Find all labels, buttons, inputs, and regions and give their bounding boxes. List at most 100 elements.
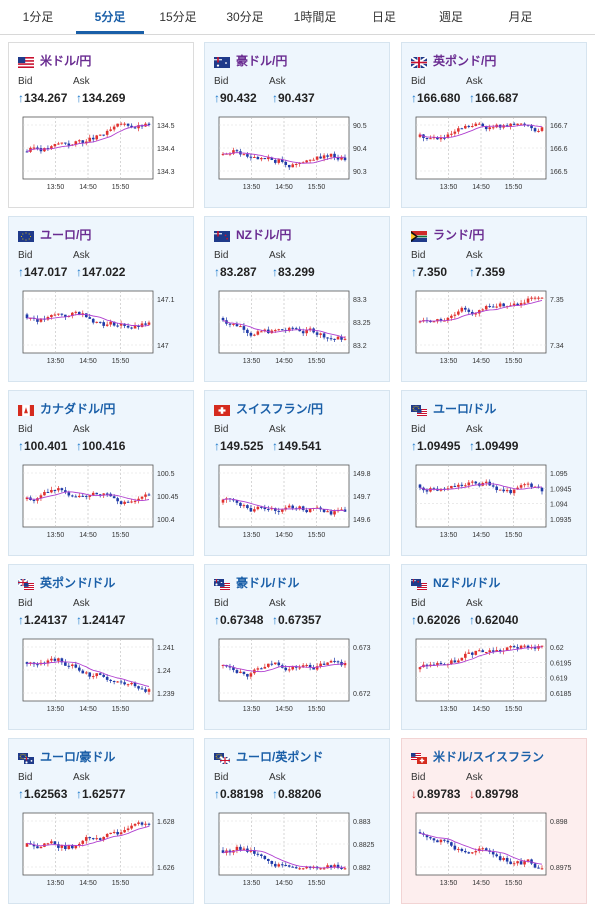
rate-card[interactable]: NZドル/円 Bid Ask ↑83.287 ↑83.299 83.3 83.25 83.2 1… <box>204 216 390 382</box>
y-tick-label: 90.5 <box>353 123 367 130</box>
tab-0[interactable]: 1分足 <box>22 10 54 24</box>
mini-candlestick-chart[interactable]: 0.673 0.672 13:50 14:50 15:50 <box>213 635 383 723</box>
currency-pair-link[interactable]: ユーロ/英ポンド <box>236 750 324 764</box>
candle-body <box>516 487 519 490</box>
currency-pair-link[interactable]: 英ポンド/円 <box>433 54 497 68</box>
currency-pair-link[interactable]: NZドル/円 <box>236 228 292 242</box>
rate-card[interactable]: ランド/円 Bid Ask ↑7.350 ↑7.359 7.35 7.34 13:50 14:5… <box>401 216 587 382</box>
rate-card[interactable]: 米ドル/円 Bid Ask ↑134.267 ↑134.269 134.5 134.4 134… <box>8 42 194 208</box>
rate-card[interactable]: ユーロ/豪ドル Bid Ask ↑1.62563 ↑1.62577 1.628 1.626 1… <box>8 738 194 904</box>
rate-card[interactable]: カナダドル/円 Bid Ask ↑100.401 ↑100.416 100.5 100.45… <box>8 390 194 556</box>
currency-pair-link[interactable]: ユーロ/円 <box>40 228 92 242</box>
candle-body <box>425 138 429 140</box>
mini-candlestick-chart[interactable]: 147.1 147 13:50 14:50 15:50 <box>17 287 187 375</box>
rate-card[interactable]: スイスフラン/円 Bid Ask ↑149.525 ↑149.541 149.8 149.7… <box>204 390 390 556</box>
rate-card[interactable]: 英ポンド/ドル Bid Ask ↑1.24137 ↑1.24147 1.241 1.24 1.… <box>8 564 194 730</box>
arrow-up-icon: ↑ <box>469 91 475 105</box>
tab-7[interactable]: 月足 <box>508 10 533 24</box>
mini-candlestick-chart[interactable]: 100.5 100.45 100.4 13:50 14:50 15:50 <box>17 461 187 549</box>
tab-1[interactable]: 5分足 <box>76 0 144 34</box>
currency-pair-link[interactable]: カナダドル/円 <box>40 402 116 416</box>
candle-body <box>488 306 492 308</box>
tab-5[interactable]: 日足 <box>371 10 396 24</box>
rate-card[interactable]: 英ポンド/円 Bid Ask ↑166.680 ↑166.687 166.7 166.6 16… <box>401 42 587 208</box>
x-tick-label: 13:50 <box>47 184 65 191</box>
currency-pair-link[interactable]: 米ドル/スイスフラン <box>433 750 544 764</box>
currency-pair-link[interactable]: ユーロ/豪ドル <box>40 750 116 764</box>
currency-pair-link[interactable]: NZドル/ドル <box>433 576 501 590</box>
mini-candlestick-chart[interactable]: 90.5 90.4 90.3 13:50 14:50 15:50 <box>213 113 383 201</box>
tab-3[interactable]: 30分足 <box>226 10 264 24</box>
mini-candlestick-chart[interactable]: 1.241 1.24 1.239 13:50 14:50 15:50 <box>17 635 187 723</box>
candle-body <box>474 313 478 315</box>
tab-2[interactable]: 15分足 <box>159 10 197 24</box>
candle-body <box>446 134 450 139</box>
currency-pair-link[interactable]: 米ドル/円 <box>40 54 92 68</box>
currency-pair-link[interactable]: ランド/円 <box>433 228 485 242</box>
currency-pair-link[interactable]: スイスフラン/円 <box>236 402 323 416</box>
arrow-up-icon: ↑ <box>411 439 417 453</box>
candle-body <box>280 329 284 331</box>
rate-card[interactable]: 豪ドル/円 Bid Ask ↑90.432 ↑90.437 90.5 90.4 90.3 13:… <box>204 42 390 208</box>
candle-body <box>488 650 492 652</box>
rate-card[interactable]: ユーロ/英ポンド Bid Ask ↑0.88198 ↑0.88206 0.883 0.882… <box>204 738 390 904</box>
currency-pair-link[interactable]: ユーロ/ドル <box>433 402 497 416</box>
tab-4[interactable]: 1時間足 <box>293 10 337 24</box>
candle-body <box>326 155 329 157</box>
candle-body <box>509 646 512 648</box>
mini-candlestick-chart[interactable]: 1.095 1.0945 1.094 1.0935 13:50 14:50 15:50 <box>410 461 580 549</box>
arrow-up-icon: ↑ <box>272 265 278 279</box>
y-tick-label: 0.673 <box>353 645 371 652</box>
candle-body <box>116 498 119 502</box>
candle-body <box>71 495 74 497</box>
mini-candlestick-chart[interactable]: 83.3 83.25 83.2 13:50 14:50 15:50 <box>213 287 383 375</box>
mini-candlestick-chart[interactable]: 149.8 149.7 149.6 13:50 14:50 15:50 <box>213 461 383 549</box>
candle-body <box>443 137 446 139</box>
candle-body <box>530 483 533 487</box>
y-tick-label: 100.45 <box>157 494 179 501</box>
candle-body <box>533 297 537 299</box>
candle-body <box>53 489 57 491</box>
candle-body <box>25 314 29 319</box>
candle-body <box>53 144 57 147</box>
moving-average-line <box>26 661 150 687</box>
mini-candlestick-chart[interactable]: 0.898 0.8975 13:50 14:50 15:50 <box>410 809 580 897</box>
rate-card[interactable]: NZドル/ドル Bid Ask ↑0.62026 ↑0.62040 0.62 0.6195 0… <box>401 564 587 730</box>
candle-body <box>453 485 457 487</box>
rate-card[interactable]: 米ドル/スイスフラン Bid Ask ↓0.89783 ↓0.89798 0.898 0.8… <box>401 738 587 904</box>
y-tick-label: 100.5 <box>157 471 175 478</box>
x-tick-label: 13:50 <box>440 880 458 887</box>
mini-candlestick-chart[interactable]: 0.883 0.8825 0.882 13:50 14:50 15:50 <box>213 809 383 897</box>
candle-body <box>343 157 347 161</box>
rate-card[interactable]: ユーロ/円 Bid Ask ↑147.017 ↑147.022 147.1 147 13:50… <box>8 216 194 382</box>
candle-body <box>273 330 277 332</box>
rate-card[interactable]: ユーロ/ドル Bid Ask ↑1.09495 ↑1.09499 1.095 1.0945 1… <box>401 390 587 556</box>
candle-body <box>95 838 99 840</box>
candle-body <box>512 303 516 306</box>
mini-candlestick-chart[interactable]: 1.628 1.626 13:50 14:50 15:50 <box>17 809 187 897</box>
candle-body <box>460 128 464 130</box>
rate-card[interactable]: 豪ドル/ドル Bid Ask ↑0.67348 ↑0.67357 0.673 0.672 13… <box>204 564 390 730</box>
mini-candlestick-chart[interactable]: 0.62 0.6195 0.619 0.6185 13:50 14:50 15:50 <box>410 635 580 723</box>
mini-candlestick-chart[interactable]: 134.5 134.4 134.3 13:50 14:50 15:50 <box>17 113 187 201</box>
candle-body <box>329 865 333 868</box>
gb-flag-icon <box>410 55 428 69</box>
candle-body <box>25 843 29 847</box>
candle-body <box>263 666 267 669</box>
mini-candlestick-chart[interactable]: 7.35 7.34 13:50 14:50 15:50 <box>410 287 580 375</box>
currency-pair-link[interactable]: 豪ドル/ドル <box>236 576 300 590</box>
mini-candlestick-chart[interactable]: 166.7 166.6 166.5 13:50 14:50 15:50 <box>410 113 580 201</box>
candle-body <box>523 645 526 647</box>
currency-pair-link[interactable]: 英ポンド/ドル <box>40 576 116 590</box>
tab-6[interactable]: 週足 <box>438 10 463 24</box>
candle-body <box>249 156 253 158</box>
candle-body <box>280 864 284 866</box>
x-tick-label: 15:50 <box>112 706 130 713</box>
bid-value: ↑7.350 <box>411 265 447 279</box>
candle-body <box>84 313 88 318</box>
candle-body <box>533 863 537 868</box>
candle-body <box>270 157 274 160</box>
candle-body <box>491 306 495 308</box>
timeframe-tabs: 1分足 5分足 15分足 30分足 1時間足 日足 週足 月足 <box>0 0 595 35</box>
currency-pair-link[interactable]: 豪ドル/円 <box>236 54 288 68</box>
